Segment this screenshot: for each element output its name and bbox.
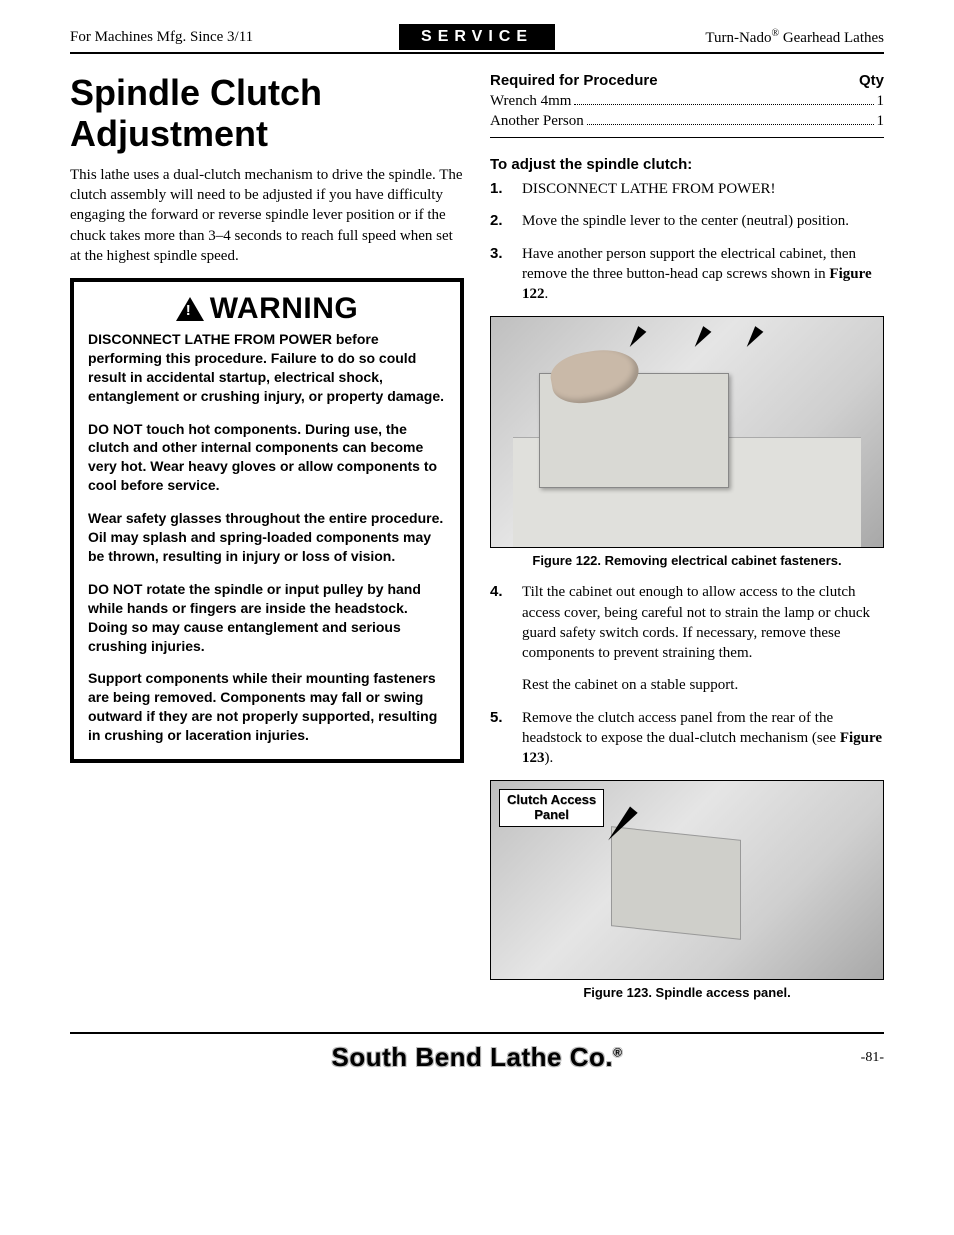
fig123-label-line2: Panel <box>534 807 569 822</box>
header-right-prefix: Turn-Nado <box>705 30 771 46</box>
step-4-main: Tilt the cabinet out enough to allow acc… <box>522 584 870 661</box>
procedure-heading: To adjust the spindle clutch: <box>490 156 884 173</box>
step-text: Have another person support the electric… <box>522 244 884 305</box>
step-text: Tilt the cabinet out enough to allow acc… <box>522 582 884 695</box>
header-right-suffix: Gearhead Lathes <box>779 30 884 46</box>
page-footer: South Bend Lathe Co.® -81- <box>70 1032 884 1073</box>
fig123-panel-shape <box>611 826 741 940</box>
title-line-2: Adjustment <box>70 113 268 154</box>
arrow-icon <box>691 326 712 350</box>
footer-brand: South Bend Lathe Co.® <box>120 1042 834 1073</box>
required-qty: 1 <box>877 112 885 132</box>
warning-para-3: Wear safety glasses throughout the entir… <box>88 509 446 566</box>
page-title: Spindle Clutch Adjustment <box>70 72 464 155</box>
warning-para-2: DO NOT touch hot components. During use,… <box>88 420 446 496</box>
step-text: DISCONNECT LATHE FROM POWER! <box>522 179 884 199</box>
procedure-steps: 1. DISCONNECT LATHE FROM POWER! 2. Move … <box>490 179 884 304</box>
warning-para-4: DO NOT rotate the spindle or input pulle… <box>88 580 446 656</box>
warning-heading: WARNING <box>88 292 446 326</box>
intro-paragraph: This lathe uses a dual-clutch mechanism … <box>70 165 464 266</box>
header-right: Turn-Nado® Gearhead Lathes <box>555 28 884 47</box>
required-block: Required for Procedure Qty Wrench 4mm 1 … <box>490 72 884 138</box>
procedure-steps-cont: 4. Tilt the cabinet out enough to allow … <box>490 582 884 768</box>
registered-mark: ® <box>771 28 779 39</box>
warning-box: WARNING DISCONNECT LATHE FROM POWER befo… <box>70 278 464 763</box>
warning-triangle-icon <box>176 297 204 321</box>
left-column: Spindle Clutch Adjustment This lathe use… <box>70 72 464 1014</box>
leader-dots <box>587 111 874 125</box>
step-4-sub: Rest the cabinet on a stable support. <box>522 675 884 695</box>
footer-brand-text: South Bend Lathe Co. <box>332 1042 614 1072</box>
step-text: Move the spindle lever to the center (ne… <box>522 211 884 231</box>
step-3-post: . <box>545 286 549 302</box>
figure-122-image <box>490 316 884 548</box>
step-number: 2. <box>490 211 508 231</box>
step-3: 3. Have another person support the elect… <box>490 244 884 305</box>
step-5-post: ). <box>545 750 554 766</box>
leader-dots <box>574 91 873 105</box>
required-item: Another Person <box>490 112 584 132</box>
step-4: 4. Tilt the cabinet out enough to allow … <box>490 582 884 695</box>
required-header-right: Qty <box>859 72 884 89</box>
step-3-pre: Have another person support the electric… <box>522 246 856 282</box>
footer-page-number: -81- <box>834 1050 884 1066</box>
title-line-1: Spindle Clutch <box>70 72 322 113</box>
header-left: For Machines Mfg. Since 3/11 <box>70 29 399 46</box>
required-header-left: Required for Procedure <box>490 72 859 89</box>
registered-mark: ® <box>613 1046 622 1060</box>
arrow-icon <box>743 326 764 350</box>
figure-122-caption: Figure 122. Removing electrical cabinet … <box>490 553 884 568</box>
required-row: Wrench 4mm 1 <box>490 91 884 111</box>
step-5: 5. Remove the clutch access panel from t… <box>490 708 884 769</box>
required-qty: 1 <box>877 92 885 112</box>
step-text: Remove the clutch access panel from the … <box>522 708 884 769</box>
step-number: 4. <box>490 582 508 695</box>
step-number: 5. <box>490 708 508 769</box>
step-number: 3. <box>490 244 508 305</box>
step-2: 2. Move the spindle lever to the center … <box>490 211 884 231</box>
figure-123-label: Clutch Access Panel <box>499 789 604 827</box>
right-column: Required for Procedure Qty Wrench 4mm 1 … <box>490 72 884 1014</box>
arrow-icon <box>626 326 647 350</box>
warning-heading-text: WARNING <box>210 292 359 326</box>
header-center-tab: SERVICE <box>399 24 555 50</box>
warning-para-1: DISCONNECT LATHE FROM POWER before perfo… <box>88 330 446 406</box>
fig123-label-line1: Clutch Access <box>507 792 596 807</box>
figure-123-caption: Figure 123. Spindle access panel. <box>490 985 884 1000</box>
step-1: 1. DISCONNECT LATHE FROM POWER! <box>490 179 884 199</box>
page-header: For Machines Mfg. Since 3/11 SERVICE Tur… <box>70 24 884 54</box>
warning-para-5: Support components while their mounting … <box>88 669 446 745</box>
content-columns: Spindle Clutch Adjustment This lathe use… <box>70 72 884 1014</box>
step-number: 1. <box>490 179 508 199</box>
required-header: Required for Procedure Qty <box>490 72 884 89</box>
required-item: Wrench 4mm <box>490 92 571 112</box>
figure-123-image: Clutch Access Panel <box>490 780 884 980</box>
figure-123-block: Clutch Access Panel Figure 123. Spindle … <box>490 780 884 1000</box>
figure-122-block: Figure 122. Removing electrical cabinet … <box>490 316 884 568</box>
step-5-pre: Remove the clutch access panel from the … <box>522 710 840 746</box>
required-row: Another Person 1 <box>490 111 884 131</box>
